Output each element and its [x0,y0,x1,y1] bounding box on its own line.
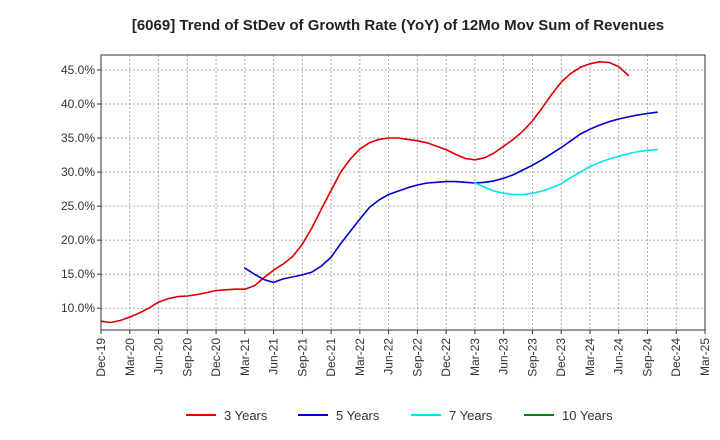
x-tick-label: Jun-20 [152,338,166,375]
x-tick-label: Mar-24 [583,338,597,376]
series-lines [100,60,658,324]
series-line-5-years [244,111,658,284]
y-tick-label: 45.0% [61,63,95,77]
series-line-3-years [100,60,630,324]
x-tick-label: Dec-22 [439,338,453,377]
plot-frame [100,54,706,331]
y-axis: 10.0% 15.0% 20.0% 25.0% 30.0% 35.0% 40.0% 45.0% [61,63,101,315]
x-tick-label: Jun-22 [382,338,396,375]
grid [101,55,705,330]
y-tick-label: 30.0% [61,165,95,179]
y-tick-label: 15.0% [61,267,95,281]
x-tick-label: Mar-20 [123,338,137,376]
legend-label-10-years: 10 Years [562,408,613,423]
x-axis: Dec-19 Mar-20 Jun-20 Sep-20 Dec-20 Mar-21 Jun-… [94,330,712,377]
x-tick-label: Sep-21 [295,338,309,377]
legend: 3 Years 5 Years 7 Years 10 Years [186,408,613,423]
x-tick-label: Dec-21 [324,338,338,377]
y-tick-label: 25.0% [61,199,95,213]
x-tick-label: Dec-23 [554,338,568,377]
x-tick-label: Jun-23 [497,338,511,375]
legend-label-5-years: 5 Years [336,408,380,423]
x-tick-label: Dec-24 [669,338,683,377]
y-tick-label: 40.0% [61,97,95,111]
legend-label-3-years: 3 Years [224,408,268,423]
x-tick-label: Mar-23 [468,338,482,376]
x-tick-label: Dec-19 [94,338,108,377]
chart-title: [6069] Trend of StDev of Growth Rate (Yo… [132,17,664,34]
x-tick-label: Jun-21 [267,338,281,375]
x-tick-label: Sep-23 [525,338,539,377]
x-tick-label: Mar-21 [238,338,252,376]
series-line-7-years [474,148,658,196]
y-tick-label: 35.0% [61,131,95,145]
y-tick-label: 20.0% [61,233,95,247]
x-tick-label: Mar-25 [698,338,712,376]
x-tick-label: Sep-20 [180,338,194,377]
x-tick-label: Sep-22 [410,338,424,377]
x-tick-label: Jun-24 [612,338,626,375]
x-tick-label: Dec-20 [209,338,223,377]
x-tick-label: Mar-22 [353,338,367,376]
plot-area [101,55,705,330]
y-tick-label: 10.0% [61,301,95,315]
x-tick-label: Sep-24 [640,338,654,377]
legend-label-7-years: 7 Years [449,408,493,423]
